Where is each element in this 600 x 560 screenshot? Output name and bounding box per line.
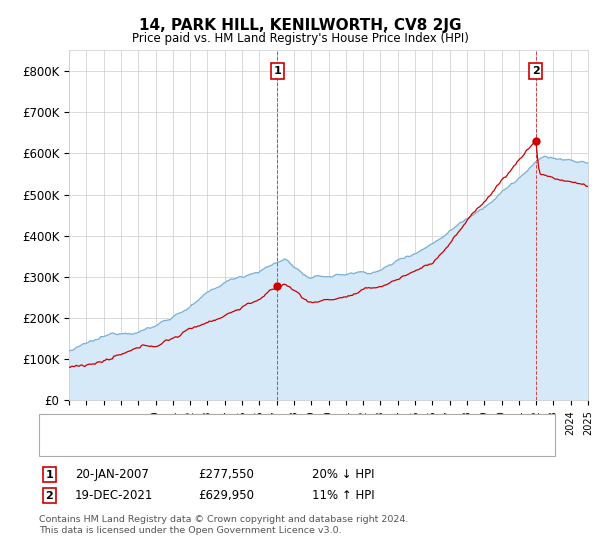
Text: £277,550: £277,550 <box>198 468 254 482</box>
Text: Price paid vs. HM Land Registry's House Price Index (HPI): Price paid vs. HM Land Registry's House … <box>131 31 469 45</box>
Text: 1: 1 <box>46 470 53 480</box>
Text: 20% ↓ HPI: 20% ↓ HPI <box>312 468 374 482</box>
Text: 14, PARK HILL, KENILWORTH, CV8 2JG: 14, PARK HILL, KENILWORTH, CV8 2JG <box>139 18 461 32</box>
Text: 11% ↑ HPI: 11% ↑ HPI <box>312 489 374 502</box>
Text: Contains HM Land Registry data © Crown copyright and database right 2024.: Contains HM Land Registry data © Crown c… <box>39 515 409 524</box>
Text: HPI: Average price, detached house, Warwick: HPI: Average price, detached house, Warw… <box>87 444 340 454</box>
Text: This data is licensed under the Open Government Licence v3.0.: This data is licensed under the Open Gov… <box>39 526 341 535</box>
Text: ———: ——— <box>51 432 88 445</box>
Text: 1: 1 <box>274 66 281 76</box>
Text: ———: ——— <box>51 442 88 456</box>
Text: 20-JAN-2007: 20-JAN-2007 <box>75 468 149 482</box>
Text: 14, PARK HILL, KENILWORTH, CV8 2JG (detached house): 14, PARK HILL, KENILWORTH, CV8 2JG (deta… <box>87 433 398 444</box>
Text: £629,950: £629,950 <box>198 489 254 502</box>
Text: 2: 2 <box>532 66 539 76</box>
Text: 19-DEC-2021: 19-DEC-2021 <box>75 489 154 502</box>
Text: 2: 2 <box>46 491 53 501</box>
